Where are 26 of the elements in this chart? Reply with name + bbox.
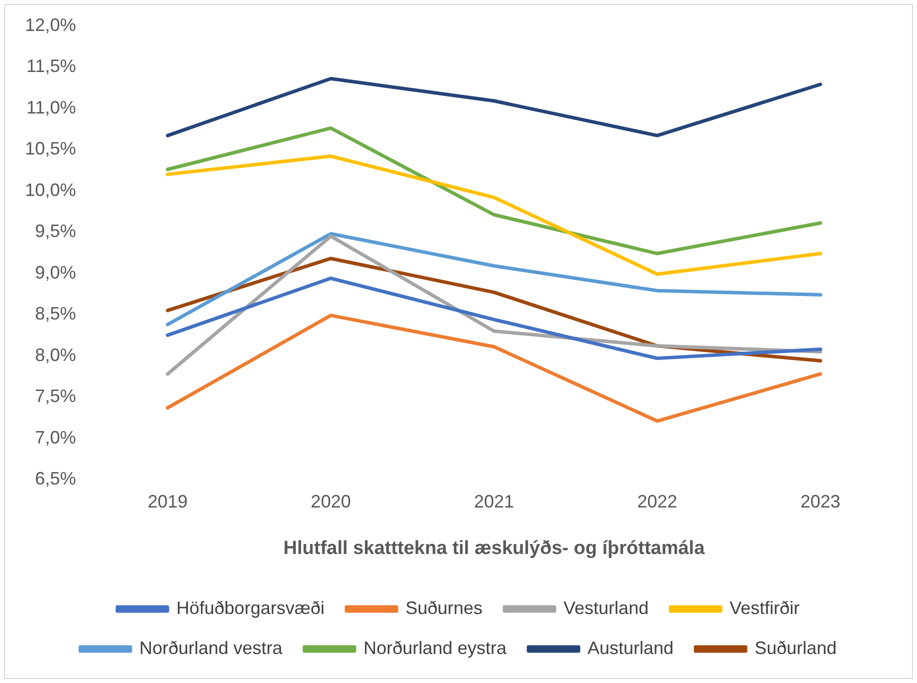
y-tick-label: 7,5% (35, 386, 76, 406)
x-tick-label: 2020 (310, 491, 351, 512)
x-tick-label: 2023 (800, 491, 840, 512)
x-tick-label: 2022 (637, 491, 678, 512)
legend-label: Höfuðborgarsvæði (176, 598, 324, 618)
y-tick-label: 9,0% (35, 262, 76, 282)
y-tick-label: 8,0% (35, 344, 76, 365)
y-tick-label: 8,5% (35, 304, 76, 324)
x-axis-title: Hlutfall skatttekna til æskulýðs- og íþróttamála (283, 538, 706, 559)
x-tick-label: 2021 (474, 491, 514, 512)
legend-label: Norðurland eystra (363, 638, 508, 658)
y-tick-label: 12,0% (24, 14, 76, 35)
legend-label: Norðurland vestra (139, 638, 284, 658)
y-tick-label: 11,5% (26, 56, 76, 76)
legend-label: Vestfirðir (730, 598, 800, 618)
y-tick-label: 7,0% (35, 427, 76, 448)
x-tick-label: 2019 (148, 491, 188, 512)
y-tick-label: 11,0% (26, 97, 76, 118)
legend-label: Austurland (588, 638, 674, 658)
y-tick-label: 9,5% (35, 221, 76, 242)
legend-label: Suðurland (754, 638, 837, 658)
y-tick-label: 10,0% (24, 180, 76, 200)
legend-label: Suðurnes (405, 598, 483, 618)
y-tick-label: 10,5% (24, 138, 76, 159)
legend-label: Vesturland (564, 598, 649, 618)
y-tick-label: 6,5% (35, 468, 76, 489)
